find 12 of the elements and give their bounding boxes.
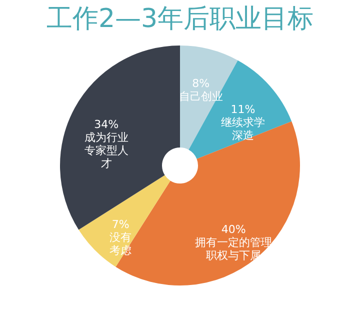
chart-title: 工作2—3年后职业目标 — [46, 4, 314, 34]
data-label: 11% — [230, 102, 256, 116]
data-label: 7% — [112, 218, 130, 231]
slice-label: 继续求学深造 — [221, 116, 266, 142]
slice-label: 没有考虑 — [110, 230, 132, 257]
donut-slice — [60, 46, 180, 230]
slice-label: 成为行业专家型人才 — [84, 131, 128, 170]
data-label: 40% — [221, 223, 246, 236]
data-label: 8% — [192, 77, 210, 90]
donut-slice — [78, 175, 170, 267]
donut-slice — [188, 60, 292, 159]
data-label: 34% — [94, 118, 119, 132]
